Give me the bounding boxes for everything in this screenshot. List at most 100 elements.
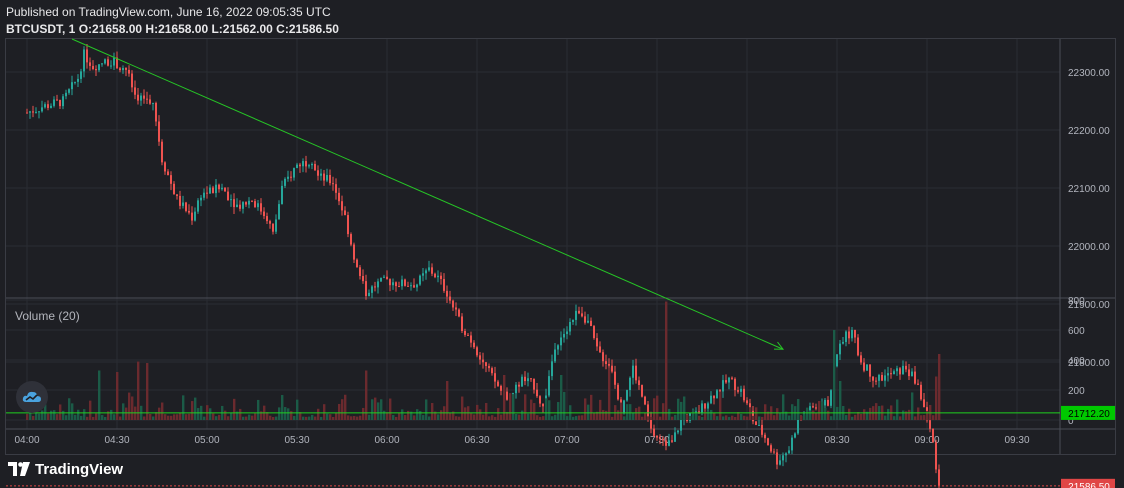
candle-body xyxy=(719,390,721,391)
volume-bar xyxy=(620,403,622,420)
candle-body xyxy=(899,368,901,374)
volume-bar xyxy=(245,417,247,420)
candle-body xyxy=(779,460,781,464)
candle-body xyxy=(506,392,508,400)
candle-body xyxy=(158,121,160,141)
candle-body xyxy=(230,199,232,200)
volume-bar xyxy=(797,399,799,420)
volume-bar xyxy=(527,414,529,420)
volume-bar xyxy=(488,416,490,420)
volume-bar xyxy=(533,403,535,420)
candle-body xyxy=(458,310,460,317)
volume-bar xyxy=(497,408,499,420)
candle-body xyxy=(344,210,346,215)
candle-body xyxy=(575,311,577,320)
candle-body xyxy=(161,142,163,163)
candle-body xyxy=(884,375,886,380)
candle-body xyxy=(746,400,748,403)
candle-body xyxy=(53,99,55,105)
candle-body xyxy=(338,193,340,201)
volume-bar xyxy=(782,394,784,420)
candle-body xyxy=(860,355,862,362)
candle-body xyxy=(125,68,127,70)
volume-bar xyxy=(152,416,154,420)
volume-bar xyxy=(581,415,583,420)
volume-bar xyxy=(557,402,559,420)
volume-bar xyxy=(179,413,181,420)
candle-body xyxy=(569,322,571,331)
volume-bar xyxy=(203,417,205,420)
candle-body xyxy=(335,184,337,193)
candle-body xyxy=(497,382,499,386)
candle-body xyxy=(68,89,70,93)
candle-body xyxy=(413,285,415,287)
tradingview-cloud-icon[interactable] xyxy=(16,381,48,413)
candle-body xyxy=(428,267,430,270)
volume-bar xyxy=(68,398,70,420)
candle-body xyxy=(530,378,532,379)
volume-bar xyxy=(404,415,406,420)
volume-bar xyxy=(812,410,814,420)
volume-bar xyxy=(827,411,829,420)
candle-body xyxy=(662,439,664,440)
candle-body xyxy=(191,213,193,221)
volume-bar xyxy=(659,417,661,420)
candle-body xyxy=(824,400,826,406)
volume-bar xyxy=(536,415,538,420)
candle-body xyxy=(455,307,457,309)
candle-body xyxy=(131,74,133,88)
volume-bar xyxy=(650,417,652,420)
volume-indicator-label[interactable]: Volume (20) xyxy=(15,309,80,323)
candle-body xyxy=(305,161,307,166)
volume-bar xyxy=(440,410,442,420)
volume-bar xyxy=(602,410,604,420)
candle-body xyxy=(893,371,895,374)
volume-bar xyxy=(191,401,193,420)
volume-bar xyxy=(725,415,727,420)
volume-bar xyxy=(326,414,328,420)
candle-body xyxy=(857,338,859,356)
candle-body xyxy=(419,276,421,285)
volume-bar xyxy=(617,410,619,420)
volume-bar xyxy=(26,414,28,420)
candle-body xyxy=(938,469,940,485)
candle-body xyxy=(617,385,619,400)
candle-body xyxy=(185,203,187,211)
candle-body xyxy=(197,200,199,211)
candle-body xyxy=(548,376,550,395)
candle-body xyxy=(323,174,325,181)
volume-bar xyxy=(188,414,190,420)
candle-body xyxy=(920,385,922,400)
candle-body xyxy=(278,204,280,219)
candle-body xyxy=(842,342,844,344)
candle-body xyxy=(365,281,367,296)
volume-bar xyxy=(350,416,352,420)
volume-bar xyxy=(908,410,910,420)
candle-body xyxy=(557,345,559,349)
candle-body xyxy=(878,375,880,381)
candle-body xyxy=(377,281,379,287)
candle-body xyxy=(374,286,376,287)
volume-bar xyxy=(248,415,250,420)
volume-bar xyxy=(731,416,733,420)
candle-body xyxy=(380,278,382,282)
volume-bar xyxy=(302,417,304,420)
tradingview-brand[interactable]: TradingView xyxy=(8,459,123,479)
volume-bar xyxy=(212,414,214,420)
candle-body xyxy=(911,372,913,377)
volume-bar xyxy=(791,404,793,420)
candle-body xyxy=(554,350,556,362)
volume-bar xyxy=(746,417,748,420)
volume-bar xyxy=(611,417,613,420)
x-tick-label: 06:00 xyxy=(374,435,399,446)
volume-bar xyxy=(809,410,811,420)
candle-body xyxy=(143,96,145,99)
volume-bar xyxy=(752,416,754,420)
x-tick-label: 08:00 xyxy=(734,435,759,446)
candle-body xyxy=(269,221,271,224)
volume-bar xyxy=(671,417,673,420)
y-tick-label: 22000.00 xyxy=(1068,242,1110,253)
x-tick-label: 05:30 xyxy=(284,435,309,446)
volume-bar xyxy=(920,415,922,420)
